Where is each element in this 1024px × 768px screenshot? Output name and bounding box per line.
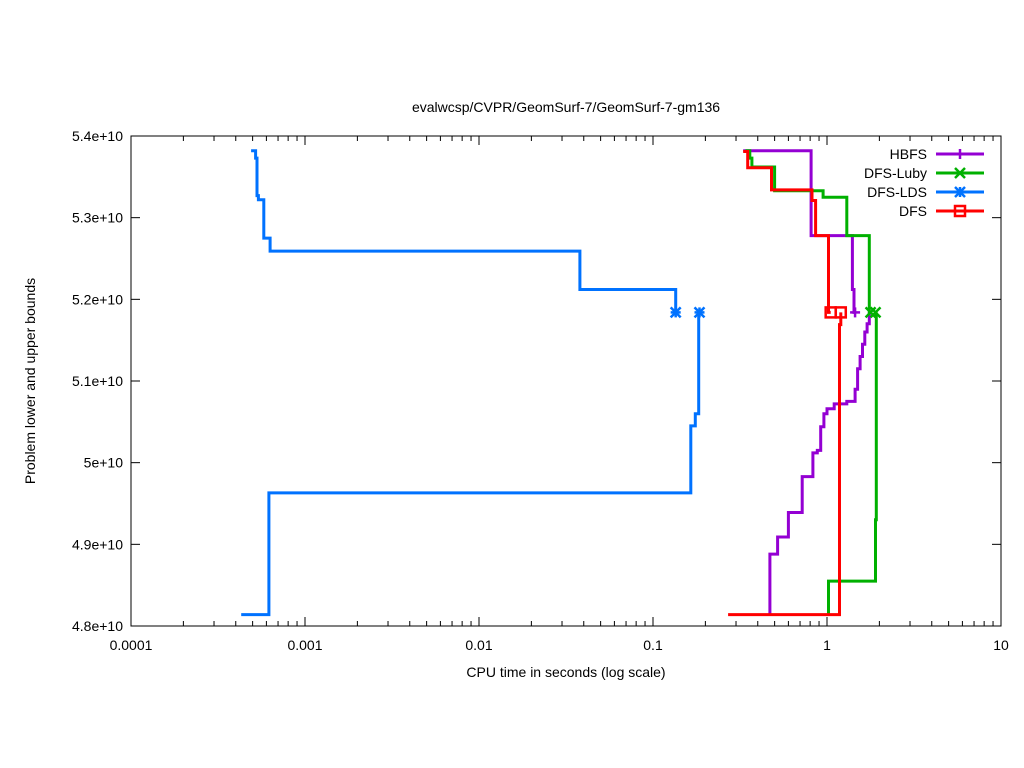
plot-frame [130, 135, 1002, 627]
series-line-upper [251, 149, 678, 313]
series-line-lower [768, 312, 871, 615]
series-line-lower [827, 312, 878, 615]
marker-stroke [869, 306, 882, 319]
x-tick-label: 0.001 [287, 637, 322, 653]
y-tick-label: 5.4e+10 [72, 128, 123, 144]
plot-layer [241, 149, 882, 617]
series-dfs [728, 150, 848, 617]
x-tick-label: 0.1 [643, 637, 663, 653]
legend-marker [954, 186, 966, 198]
x-tick-label: 1 [823, 637, 831, 653]
y-tick-label: 5.1e+10 [72, 373, 123, 389]
legend-label: DFS-Luby [864, 165, 927, 181]
series-line-upper [743, 150, 831, 314]
series-dfs-lds [241, 149, 706, 617]
x-tick-label: 0.01 [465, 637, 492, 653]
series-point [693, 306, 706, 319]
y-axis-label: Problem lower and upper bounds [22, 278, 38, 484]
series-hbfs [743, 149, 871, 615]
legend-marker [954, 167, 966, 179]
marker-stroke [954, 167, 966, 179]
x-axis-label: CPU time in seconds (log scale) [466, 664, 665, 680]
legend-label: DFS-LDS [867, 184, 927, 200]
chart-title: evalwcsp/CVPR/GeomSurf-7/GeomSurf-7-gm13… [412, 99, 720, 115]
x-tick-label: 0.0001 [110, 637, 153, 653]
series-point [850, 307, 861, 318]
legend-label: HBFS [890, 146, 927, 162]
y-tick-label: 5.3e+10 [72, 210, 123, 226]
y-tick-label: 4.9e+10 [72, 536, 123, 552]
y-tick-label: 4.8e+10 [72, 618, 123, 634]
series-point [869, 306, 882, 319]
series-line-lower [241, 312, 701, 617]
ticks-layer: 0.0001 0.001 0.01 0.1 1 10 4.8e+10 4.9e+10 5e+10… [72, 128, 1009, 653]
series-line-lower [728, 312, 843, 617]
series-point [669, 306, 682, 319]
legend: HBFS DFS-Luby DFS-LDS DFS [864, 146, 984, 219]
legend-marker [953, 204, 967, 218]
legend-marker [955, 149, 965, 159]
series-point [834, 306, 848, 319]
legend-label: DFS [899, 203, 927, 219]
x-tick-label: 10 [993, 637, 1009, 653]
y-tick-label: 5.2e+10 [72, 291, 123, 307]
y-tick-label: 5e+10 [84, 455, 124, 471]
